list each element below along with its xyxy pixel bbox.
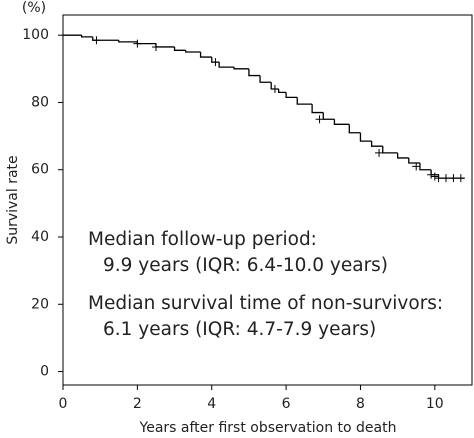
censor-mark — [412, 162, 421, 171]
y-tick-label: 80 — [31, 94, 49, 110]
annotation: Median follow-up period: — [88, 229, 317, 250]
x-tick-label: 10 — [426, 396, 444, 412]
y-tick-label: 100 — [22, 27, 49, 43]
survival-step — [333, 119, 350, 125]
survival-step — [248, 68, 261, 77]
survival-step — [359, 132, 372, 142]
censor-mark — [315, 115, 324, 124]
annotation: 6.1 years (IQR: 4.7-7.9 years) — [103, 319, 376, 340]
censor-mark — [270, 85, 279, 93]
survival-step — [278, 89, 287, 94]
x-tick-label: 8 — [356, 396, 365, 412]
y-tick-label: 0 — [40, 364, 49, 380]
survival-step — [419, 163, 432, 171]
survival-step — [185, 50, 201, 53]
survival-step — [218, 62, 235, 68]
censor-mark — [449, 174, 458, 183]
survival-step — [173, 46, 186, 51]
survival-step — [396, 152, 409, 159]
censor-mark — [456, 174, 465, 183]
censor-mark — [430, 172, 439, 181]
censor-mark — [211, 58, 220, 67]
censor-mark — [92, 36, 101, 45]
survival-step — [233, 67, 249, 70]
survival-step — [322, 112, 335, 120]
censor-mark — [151, 42, 160, 51]
x-axis-label: Years after first observation to death — [139, 420, 397, 436]
x-tick-label: 0 — [59, 396, 68, 412]
censor-mark — [427, 170, 436, 179]
survival-step — [259, 75, 272, 83]
x-tick-label: 4 — [207, 396, 216, 412]
annotation: 9.9 years (IQR: 6.4-10.0 years) — [103, 255, 388, 276]
y-tick-label: 40 — [31, 229, 49, 245]
x-tick-label: 2 — [133, 396, 142, 412]
survival-step — [285, 92, 298, 99]
y-axis-label: Survival rate — [5, 155, 21, 244]
survival-step — [80, 35, 93, 38]
censor-mark — [441, 174, 450, 183]
censor-mark — [434, 174, 443, 183]
survival-step — [382, 146, 398, 154]
x-tick-label: 6 — [282, 396, 291, 412]
plot-frame — [62, 14, 473, 386]
y-unit-label: (%) — [22, 0, 46, 16]
survival-step — [118, 40, 138, 43]
survival-step — [348, 124, 361, 134]
survival-step — [296, 97, 313, 105]
survival-step — [408, 157, 420, 164]
survival-step — [311, 104, 324, 114]
survival-step — [370, 141, 383, 147]
survival-step — [155, 43, 175, 48]
survival-step — [199, 52, 212, 58]
annotation: Median survival time of non-survivors: — [88, 293, 443, 314]
y-tick-label: 20 — [31, 296, 49, 312]
y-tick-label: 60 — [31, 162, 49, 178]
censor-mark — [375, 148, 384, 157]
censor-mark — [133, 39, 142, 48]
